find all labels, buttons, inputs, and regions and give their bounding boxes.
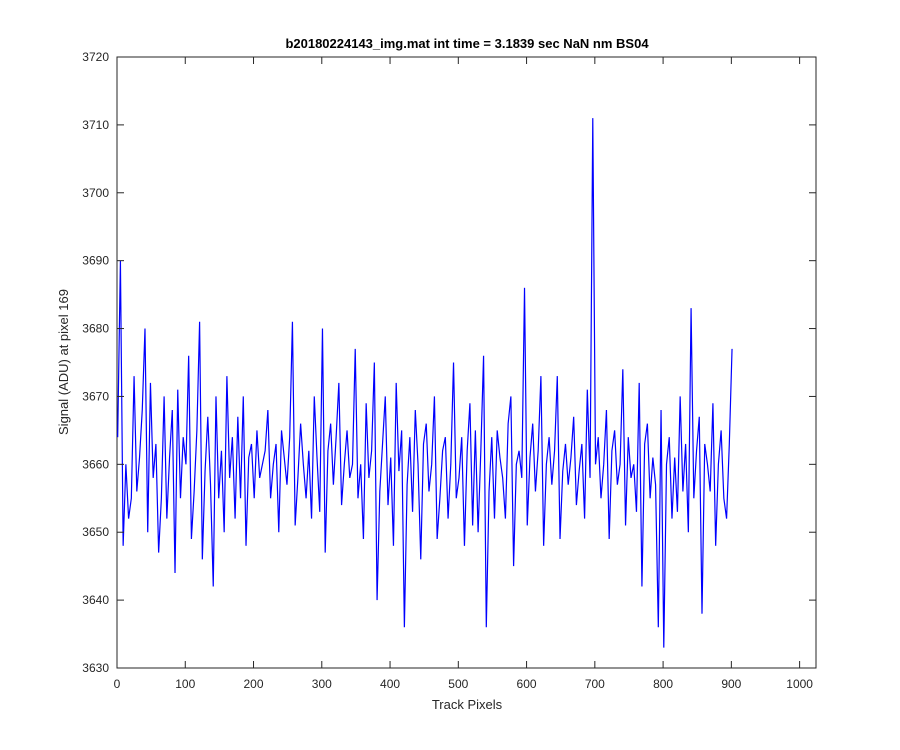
x-tick-label: 500 — [448, 677, 468, 691]
x-tick-label: 700 — [585, 677, 605, 691]
x-tick-label: 200 — [244, 677, 264, 691]
y-tick-label: 3700 — [82, 186, 109, 200]
x-tick-label: 300 — [312, 677, 332, 691]
y-tick-label: 3640 — [82, 593, 109, 607]
y-axis-label: Signal (ADU) at pixel 169 — [56, 289, 71, 435]
y-axis: 3630 3640 3650 3660 3670 3680 3690 3700 3710 3720 — [82, 50, 816, 675]
y-tick-label: 3690 — [82, 254, 109, 268]
chart-title: b20180224143_img.mat int time = 3.1839 s… — [285, 36, 649, 51]
x-tick-label: 400 — [380, 677, 400, 691]
x-tick-label: 600 — [517, 677, 537, 691]
x-tick-label: 900 — [721, 677, 741, 691]
series-layer — [117, 118, 733, 648]
x-tick-label: 0 — [114, 677, 121, 691]
x-axis: 0 100 200 300 400 500 600 700 800 900 1000 — [114, 57, 813, 691]
series-line-0 — [117, 118, 733, 648]
plot-area: 0 100 200 300 400 500 600 700 800 900 1000 3630 364… — [82, 50, 817, 691]
y-tick-label: 3660 — [82, 457, 109, 471]
y-tick-label: 3630 — [82, 661, 109, 675]
y-tick-label: 3710 — [82, 118, 109, 132]
y-tick-label: 3650 — [82, 525, 109, 539]
axes-box — [116, 56, 817, 669]
y-tick-label: 3680 — [82, 322, 109, 336]
x-tick-label: 100 — [175, 677, 195, 691]
x-tick-label: 800 — [653, 677, 673, 691]
y-tick-label: 3720 — [82, 50, 109, 64]
x-tick-label: 1000 — [786, 677, 813, 691]
x-axis-label: Track Pixels — [432, 697, 503, 712]
y-tick-label: 3670 — [82, 389, 109, 403]
